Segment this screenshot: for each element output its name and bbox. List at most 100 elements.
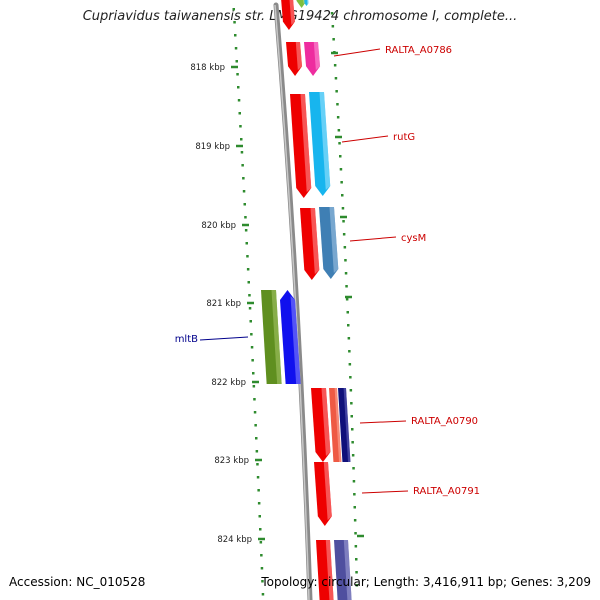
minor-tick <box>250 333 253 336</box>
minor-tick <box>252 372 255 375</box>
gene-label[interactable]: rutG <box>393 132 415 143</box>
minor-tick <box>347 324 350 327</box>
minor-tick <box>246 255 249 258</box>
outer-tick-track <box>330 12 364 587</box>
minor-tick <box>346 311 349 314</box>
minor-tick <box>255 437 258 440</box>
minor-tick <box>249 320 252 323</box>
backbone-highlight <box>274 4 310 600</box>
minor-tick <box>338 142 341 145</box>
gene-label[interactable]: mltB <box>175 334 198 345</box>
minor-tick <box>330 12 334 15</box>
gene-feature-shade <box>300 94 312 192</box>
minor-tick <box>348 363 352 366</box>
minor-tick <box>349 376 352 379</box>
gene-leader-line <box>341 135 389 143</box>
gene-feature-shade <box>289 0 295 25</box>
minor-tick <box>259 528 262 531</box>
minor-tick <box>261 593 265 596</box>
minor-tick <box>331 25 335 28</box>
ruler-tick-label: 824 kbp <box>217 535 252 545</box>
minor-tick <box>233 21 236 24</box>
minor-tick <box>339 168 343 171</box>
inner-tick-track <box>232 8 265 596</box>
minor-tick <box>351 441 354 444</box>
minor-tick <box>244 216 247 219</box>
minor-tick <box>254 424 257 427</box>
minor-tick <box>261 580 264 583</box>
minor-tick <box>234 47 238 50</box>
minor-tick <box>247 281 250 284</box>
minor-tick <box>351 454 355 457</box>
minor-tick <box>241 164 244 167</box>
minor-tick <box>332 38 335 41</box>
minor-tick <box>355 571 358 574</box>
gene-leader-line <box>349 236 397 242</box>
minor-tick <box>237 86 240 89</box>
gene-feature-shade <box>329 207 339 273</box>
ruler-tick-label: 818 kbp <box>190 63 225 73</box>
minor-tick <box>336 103 339 106</box>
minor-tick <box>257 502 261 505</box>
minor-tick <box>351 428 354 431</box>
minor-tick <box>245 242 248 245</box>
minor-tick <box>239 125 242 128</box>
minor-tick <box>353 506 356 509</box>
minor-tick <box>253 398 256 401</box>
minor-tick <box>256 463 259 466</box>
gene-labels: RALTA_A0786 rutG cysM mltB RALTA_A0790 RALTA_… <box>175 45 480 497</box>
kbp-ruler: 818 kbp 819 kbp 820 kbp 821 kbp 822 kbp 823 k… <box>190 63 265 545</box>
minor-tick <box>260 554 263 557</box>
topology-summary: Topology: circular; Length: 3,416,911 bp… <box>261 575 591 589</box>
gene-label[interactable]: cysM <box>401 233 426 244</box>
gene-label[interactable]: RALTA_A0790 <box>411 416 478 427</box>
ruler-tick-label: 819 kbp <box>195 142 230 152</box>
gene-leader-line <box>199 336 249 341</box>
minor-tick <box>235 60 238 63</box>
minor-tick <box>248 307 252 310</box>
chromosome-backbone <box>273 2 313 600</box>
minor-tick <box>336 116 340 119</box>
minor-tick <box>340 181 343 184</box>
minor-tick <box>236 73 239 76</box>
gene-feature-shade <box>271 290 282 384</box>
minor-tick <box>259 541 263 544</box>
gene-feature-shade <box>325 540 334 600</box>
minor-tick <box>344 259 347 262</box>
minor-tick <box>260 567 264 570</box>
gene-label[interactable]: RALTA_A0791 <box>413 486 480 497</box>
minor-tick <box>350 415 353 418</box>
gene-feature-shade <box>321 388 331 456</box>
gene-label[interactable]: RALTA_A0786 <box>385 45 452 56</box>
minor-tick <box>347 337 351 340</box>
minor-tick <box>242 177 245 180</box>
minor-tick <box>248 294 251 297</box>
minor-tick <box>337 129 341 132</box>
gene-feature-shade <box>334 388 342 462</box>
ruler-tick-label: 820 kbp <box>201 221 236 231</box>
minor-tick <box>335 90 338 93</box>
minor-tick <box>255 450 259 453</box>
minor-tick <box>256 476 260 479</box>
gene-leader-line <box>333 48 381 57</box>
minor-tick <box>258 515 261 518</box>
minor-tick <box>341 194 344 197</box>
gene-feature-shade <box>319 92 331 190</box>
minor-tick <box>355 584 359 587</box>
minor-tick <box>339 155 342 158</box>
minor-tick <box>342 220 345 223</box>
minor-tick <box>240 138 243 141</box>
minor-tick <box>345 285 348 288</box>
gene-feature-shade <box>290 296 301 384</box>
ruler-tick-label: 821 kbp <box>206 299 241 309</box>
minor-tick <box>242 190 246 193</box>
minor-tick <box>240 151 244 154</box>
minor-tick <box>234 34 237 37</box>
map-title: Cupriavidus taiwanensis str. LMG19424 ch… <box>82 9 518 24</box>
minor-tick <box>232 8 235 11</box>
minor-tick <box>344 272 348 275</box>
gene-leader-line <box>359 420 407 424</box>
minor-tick <box>252 385 256 388</box>
gene-feature-shade <box>343 388 351 462</box>
minor-tick <box>342 233 346 236</box>
